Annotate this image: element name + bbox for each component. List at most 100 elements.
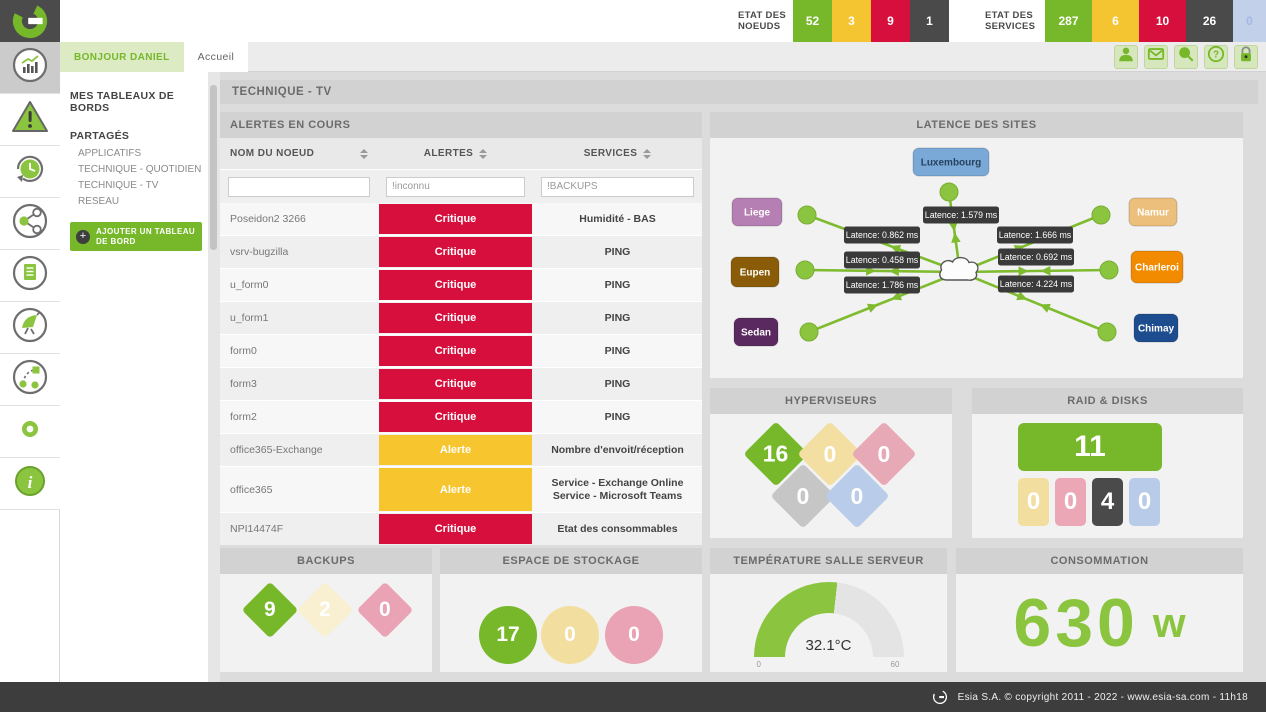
table-row[interactable]: NPI14474F Critique Etat des consommables xyxy=(220,513,702,545)
dashboard-link-reseau[interactable]: RESEAU xyxy=(78,196,120,207)
service-names: Service - Exchange Online Service - Micro… xyxy=(551,476,684,502)
sidebar-item-alerts[interactable] xyxy=(0,94,60,146)
site-node-dot[interactable] xyxy=(1097,322,1117,342)
sidebar-item-satellite[interactable] xyxy=(0,302,60,354)
site-box-liege[interactable]: Liege xyxy=(731,197,783,227)
dashboard-link-applicatifs[interactable]: APPLICATIFS xyxy=(78,148,142,159)
site-node-dot[interactable] xyxy=(799,322,819,342)
service-state-count[interactable]: 10 xyxy=(1139,0,1186,42)
node-state-count[interactable]: 9 xyxy=(871,0,910,42)
table-row[interactable]: u_form0 Critique PING xyxy=(220,269,702,302)
esia-logo[interactable] xyxy=(0,0,60,42)
status-diamond[interactable]: 2 xyxy=(296,581,354,639)
user-button[interactable] xyxy=(1114,44,1138,69)
gauge-max-label: 60 xyxy=(890,660,900,669)
svg-text:Latence: 0.862 ms: Latence: 0.862 ms xyxy=(846,230,919,240)
node-name: u_form0 xyxy=(230,279,269,291)
sidebar-item-topology[interactable] xyxy=(0,354,60,406)
node-state-count[interactable]: 52 xyxy=(793,0,832,42)
table-row[interactable]: form3 Critique PING xyxy=(220,368,702,401)
alerts-panel: ALERTES EN COURS NOM DU NOEUD ALERTES SERV… xyxy=(220,112,702,545)
service-names: PING xyxy=(604,377,631,390)
table-row[interactable]: form2 Critique PING xyxy=(220,401,702,434)
column-header-1[interactable]: ALERTES xyxy=(378,138,533,169)
site-box-luxembourg[interactable]: Luxembourg xyxy=(912,147,990,177)
raid-main-count[interactable]: 11 xyxy=(1018,423,1162,471)
service-names: PING xyxy=(604,344,631,357)
alerts-panel-title: ALERTES EN COURS xyxy=(220,112,702,138)
site-node-dot[interactable] xyxy=(939,182,959,202)
site-box-charleroi[interactable]: Charleroi xyxy=(1130,250,1184,284)
tab-accueil[interactable]: Accueil xyxy=(183,42,249,72)
mail-button[interactable] xyxy=(1144,44,1168,69)
storage-status-circle[interactable]: 0 xyxy=(541,606,599,664)
service-names: Nombre d'envoit/réception xyxy=(551,443,684,456)
services-state-label: ETAT DES SERVICES xyxy=(985,10,1036,32)
dashboard-link-technique-quotidien[interactable]: TECHNIQUE - QUOTIDIEN xyxy=(78,164,202,175)
table-row[interactable]: form0 Critique PING xyxy=(220,335,702,368)
dashboard-link-technique-tv[interactable]: TECHNIQUE - TV xyxy=(78,180,159,191)
main-content: TECHNIQUE - TV ALERTES EN COURS NOM DU N… xyxy=(220,72,1266,682)
raid-status-cell[interactable]: 4 xyxy=(1092,478,1123,526)
sidebar-item-info[interactable]: i xyxy=(0,458,60,510)
backups-panel-title: BACKUPS xyxy=(220,548,432,574)
scrollbar-thumb[interactable] xyxy=(210,85,217,250)
sidebar-item-share[interactable] xyxy=(0,198,60,250)
storage-status-circle[interactable]: 0 xyxy=(605,606,663,664)
sidebar-item-settings[interactable] xyxy=(0,406,60,458)
site-node-dot[interactable] xyxy=(797,205,817,225)
site-box-eupen[interactable]: Eupen xyxy=(730,256,780,288)
user-icon xyxy=(1117,45,1135,68)
site-box-chimay[interactable]: Chimay xyxy=(1133,313,1179,343)
latency-link xyxy=(959,270,1108,334)
site-node-dot[interactable] xyxy=(1099,260,1119,280)
raid-status-cell[interactable]: 0 xyxy=(1129,478,1160,526)
add-dashboard-button[interactable]: + AJOUTER UN TABLEAU DE BORD xyxy=(70,222,202,251)
service-state-count[interactable]: 6 xyxy=(1092,0,1139,42)
sidebar-item-dashboard[interactable] xyxy=(0,42,60,94)
dashboards-list: APPLICATIFS TECHNIQUE - QUOTIDIEN TECHNIQU… xyxy=(60,146,208,210)
filter-input-2[interactable] xyxy=(541,176,694,197)
latency-panel: LATENCE DES SITES Latence: 1.579 ms Laten… xyxy=(710,112,1243,378)
status-diamond[interactable]: 9 xyxy=(241,581,299,639)
service-state-count[interactable]: 287 xyxy=(1045,0,1092,42)
table-row[interactable]: vsrv-bugzilla Critique PING xyxy=(220,236,702,269)
raid-status-cell[interactable]: 0 xyxy=(1018,478,1049,526)
service-names: PING xyxy=(604,311,631,324)
sort-icon[interactable] xyxy=(360,148,368,159)
service-state-count[interactable]: 26 xyxy=(1186,0,1233,42)
esia-logo-icon xyxy=(12,3,48,39)
help-button[interactable]: ? xyxy=(1204,44,1228,69)
table-row[interactable]: u_form1 Critique PING xyxy=(220,302,702,335)
scrollbar[interactable] xyxy=(208,72,220,682)
sort-icon[interactable] xyxy=(643,148,652,159)
table-row[interactable]: office365 Alerte Service - Exchange Online… xyxy=(220,467,702,513)
column-header-2[interactable]: SERVICES xyxy=(533,138,702,169)
tab-bonjour-daniel[interactable]: BONJOUR DANIEL xyxy=(60,42,184,72)
plus-icon: + xyxy=(76,229,90,244)
node-state-count[interactable]: 3 xyxy=(832,0,871,42)
sidebar-item-reports[interactable] xyxy=(0,250,60,302)
search-button[interactable] xyxy=(1174,44,1198,69)
service-state-count[interactable]: 0 xyxy=(1233,0,1266,42)
lock-button[interactable] xyxy=(1234,44,1258,69)
sort-icon[interactable] xyxy=(479,148,488,159)
filter-input-0[interactable] xyxy=(228,176,370,197)
svg-text:Latence: 4.224 ms: Latence: 4.224 ms xyxy=(1000,279,1073,289)
storage-status-circle[interactable]: 17 xyxy=(479,606,537,664)
temperature-value: 32.1°C xyxy=(805,637,852,654)
filter-input-1[interactable] xyxy=(386,176,525,197)
site-box-namur[interactable]: Namur xyxy=(1128,197,1178,227)
site-node-dot[interactable] xyxy=(795,260,815,280)
storage-panel-title: ESPACE DE STOCKAGE xyxy=(440,548,702,574)
raid-status-cell[interactable]: 0 xyxy=(1055,478,1086,526)
site-box-sedan[interactable]: Sedan xyxy=(733,317,779,347)
table-row[interactable]: office365-Exchange Alerte Nombre d'envoit/… xyxy=(220,434,702,467)
site-node-dot[interactable] xyxy=(1091,205,1111,225)
sidebar-item-history[interactable] xyxy=(0,146,60,198)
table-row[interactable]: Poseidon2 3266 Critique Humidité - BAS xyxy=(220,203,702,236)
node-state-count[interactable]: 1 xyxy=(910,0,949,42)
share-icon xyxy=(11,202,49,245)
column-header-0[interactable]: NOM DU NOEUD xyxy=(220,138,378,169)
status-diamond[interactable]: 0 xyxy=(356,581,414,639)
